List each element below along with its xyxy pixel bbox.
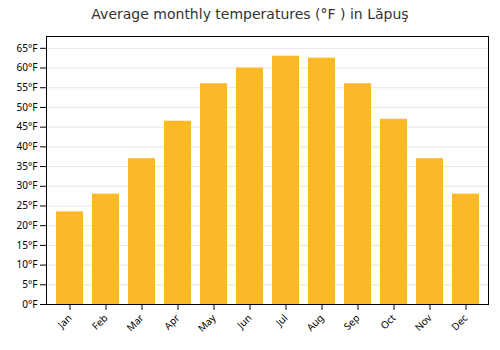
svg-text:5°F: 5°F xyxy=(22,277,37,291)
svg-text:30°F: 30°F xyxy=(17,178,38,192)
svg-text:Apr: Apr xyxy=(161,311,183,333)
svg-text:Mar: Mar xyxy=(123,311,146,334)
svg-text:35°F: 35°F xyxy=(17,159,38,173)
svg-text:25°F: 25°F xyxy=(17,198,38,212)
svg-text:Oct: Oct xyxy=(377,311,399,333)
html-text:Average monthly temperatures (: Average monthly temperatures (°F ) in Lă… xyxy=(91,6,409,22)
svg-text:0°F: 0°F xyxy=(22,297,37,311)
svg-text:Jun: Jun xyxy=(233,311,254,332)
svg-text:Jul: Jul xyxy=(272,311,291,330)
svg-text:50°F: 50°F xyxy=(17,100,38,114)
svg-text:55°F: 55°F xyxy=(17,80,38,94)
svg-text:Feb: Feb xyxy=(88,311,110,333)
svg-text:May: May xyxy=(194,310,219,335)
svg-text:65°F: 65°F xyxy=(17,41,38,55)
svg-text:60°F: 60°F xyxy=(17,60,38,74)
svg-text:Aug: Aug xyxy=(303,311,326,334)
svg-text:Nov: Nov xyxy=(411,310,435,334)
svg-text:15°F: 15°F xyxy=(17,238,38,252)
svg-text:Dec: Dec xyxy=(448,311,471,334)
svg-text:45°F: 45°F xyxy=(17,119,38,133)
svg-text:Sep: Sep xyxy=(340,311,362,333)
svg-text:40°F: 40°F xyxy=(17,139,38,153)
svg-text:10°F: 10°F xyxy=(17,257,38,271)
svg-text:20°F: 20°F xyxy=(17,218,38,232)
svg-text:Jan: Jan xyxy=(54,311,75,332)
